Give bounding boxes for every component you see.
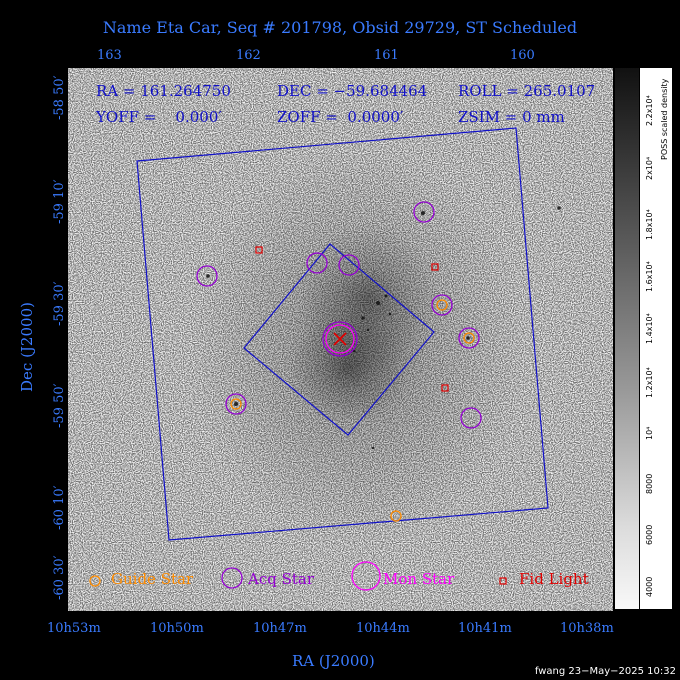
left-tick-label: -58 50′	[52, 75, 67, 120]
legend-mon-label: Mon Star	[383, 570, 455, 588]
footer-stamp: fwang 23−May−2025 10:32	[534, 666, 676, 677]
fid-light-marker	[441, 384, 449, 392]
legend-fid-icon	[499, 577, 507, 585]
colorbar-tick: 8000	[645, 473, 654, 494]
roll-readout: ROLL = 265.0107	[458, 82, 596, 100]
legend-mon-icon	[351, 561, 381, 591]
bottom-tick-label: 10h53m	[47, 621, 101, 636]
mon-star-marker	[325, 324, 355, 354]
top-tick-label: 163	[97, 48, 122, 63]
colorbar-tick: 1.8x10⁴	[645, 209, 654, 240]
legend-fid-label: Fid Light	[519, 570, 589, 588]
zsim-readout: ZSIM = 0 mm	[458, 108, 565, 126]
bottom-tick-label: 10h38m	[560, 621, 614, 636]
colorbar-tick: 2x10⁴	[645, 156, 654, 180]
guide-star-marker	[390, 510, 402, 522]
colorbar-tick: 1.4x10⁴	[645, 313, 654, 344]
acq-star-marker	[460, 407, 482, 429]
colorbar-tick: 10⁴	[645, 426, 654, 440]
acq-star-marker	[413, 201, 435, 223]
ccd-outline	[243, 243, 435, 436]
fid-light-marker	[431, 263, 439, 271]
field-of-view-outline	[136, 127, 549, 541]
acq-star-marker	[431, 294, 453, 316]
pointing-marker	[333, 332, 347, 346]
left-tick-label: -59 50′	[52, 383, 67, 428]
top-tick-label: 161	[374, 48, 399, 63]
bottom-tick-label: 10h41m	[458, 621, 512, 636]
colorbar-tick: 1.6x10⁴	[645, 261, 654, 292]
legend-guide-icon	[89, 575, 101, 587]
acq-star-marker	[322, 321, 358, 357]
left-tick-label: -60 10′	[52, 485, 67, 530]
bottom-tick-label: 10h44m	[356, 621, 410, 636]
colorbar-tick: 4000	[645, 576, 654, 597]
yoff-readout: YOFF = 0.000′	[96, 108, 222, 126]
guide-star-marker	[463, 332, 475, 344]
dec-readout: DEC = −59.684464	[277, 82, 428, 100]
acq-star-marker	[338, 254, 360, 276]
guide-star-marker	[436, 299, 448, 311]
acq-star-marker	[196, 265, 218, 287]
x-axis-label: RA (J2000)	[292, 652, 375, 670]
acq-star-marker	[458, 327, 480, 349]
fid-light-marker	[255, 246, 263, 254]
acq-star-marker	[306, 252, 328, 274]
guide-star-marker	[230, 398, 242, 410]
acq-star-marker	[225, 393, 247, 415]
legend-acq-icon	[221, 567, 243, 589]
left-tick-label: -59 10′	[52, 179, 67, 224]
colorbar	[615, 68, 639, 609]
plot-title: Name Eta Car, Seq # 201798, Obsid 29729,…	[102, 18, 578, 37]
legend-acq-label: Acq Star	[248, 570, 315, 588]
legend-guide-label: Guide Star	[111, 570, 194, 588]
left-tick-label: -60 30′	[52, 555, 67, 600]
colorbar-tick: 2.2x10⁴	[645, 95, 654, 126]
top-tick-label: 162	[236, 48, 261, 63]
colorbar-labels-panel	[640, 68, 672, 609]
top-tick-label: 160	[510, 48, 535, 63]
bottom-tick-label: 10h50m	[150, 621, 204, 636]
zoff-readout: ZOFF = 0.0000′	[277, 108, 404, 126]
left-tick-label: -59 30′	[52, 281, 67, 326]
bottom-tick-label: 10h47m	[253, 621, 307, 636]
ra-readout: RA = 161.264750	[96, 82, 231, 100]
colorbar-title: POSS scaled density	[660, 78, 669, 160]
y-axis-label: Dec (J2000)	[18, 302, 36, 392]
colorbar-tick: 1.2x10⁴	[645, 367, 654, 398]
colorbar-tick: 6000	[645, 524, 654, 545]
